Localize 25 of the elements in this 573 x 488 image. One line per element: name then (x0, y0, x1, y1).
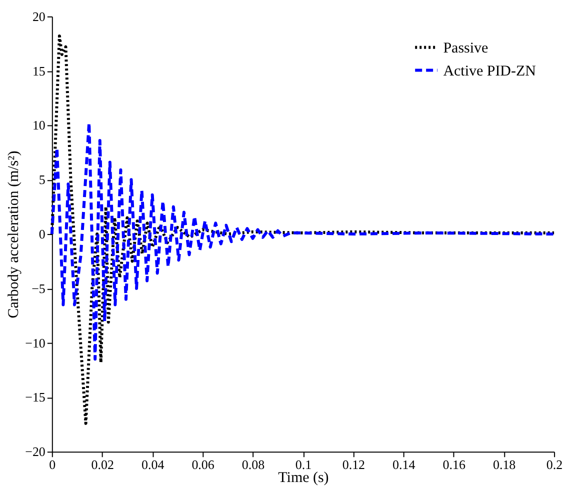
y-tick-label: 10 (32, 118, 46, 133)
y-tick-label: −20 (25, 444, 46, 460)
x-tick-label: 0.2 (546, 457, 563, 472)
x-tick-label: 0.02 (91, 457, 114, 472)
x-tick-label: 0.1 (295, 457, 312, 472)
legend-label: Passive (443, 40, 488, 56)
y-tick-label: 5 (38, 172, 46, 188)
x-tick-label: 0.18 (492, 457, 516, 472)
x-tick-label: 0.04 (141, 457, 165, 472)
x-tick-label: 0.14 (392, 457, 416, 472)
x-tick-label: 0.08 (242, 457, 265, 472)
y-tick-label: 20 (32, 8, 46, 24)
y-tick-label: 0 (38, 226, 46, 242)
x-tick-label: 0 (49, 457, 56, 472)
x-tick-label: 0.16 (442, 457, 466, 472)
y-tick-label: −5 (32, 280, 46, 296)
y-tick-label: −10 (25, 335, 46, 350)
y-axis-title: Carbody acceleration (m/s²) (6, 150, 22, 318)
x-axis-title: Time (s) (278, 470, 329, 486)
y-tick-label: 15 (32, 63, 46, 78)
line-series (50, 122, 556, 361)
x-tick-label: 0.06 (192, 457, 215, 472)
y-tick-label: −15 (25, 390, 46, 405)
x-tick-label: 0.12 (342, 457, 366, 472)
legend-label: Active PID-ZN (443, 63, 536, 80)
